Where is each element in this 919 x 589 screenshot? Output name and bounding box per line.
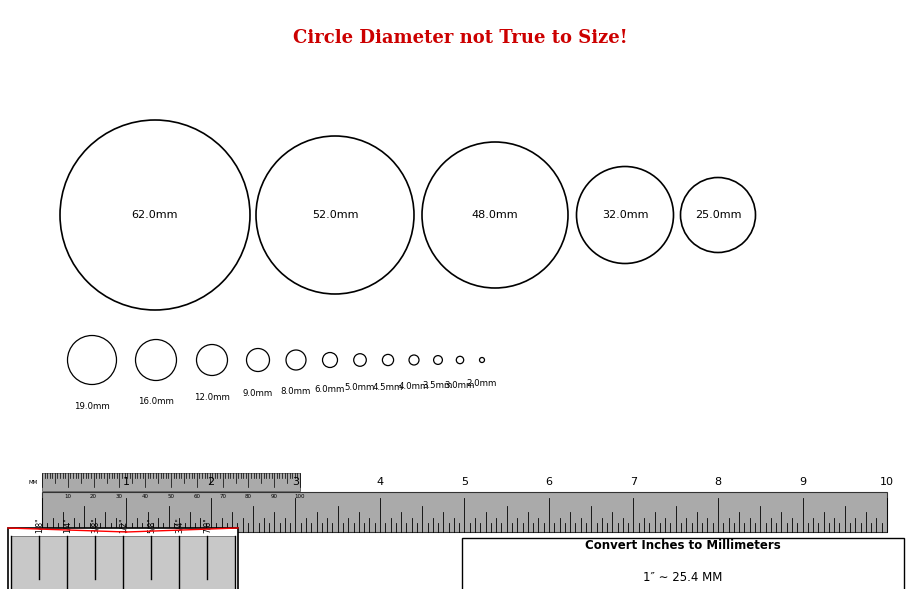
- Bar: [11, 536, 234, 589]
- Text: 25.0mm: 25.0mm: [694, 210, 741, 220]
- Text: 10: 10: [64, 494, 72, 499]
- Text: 4.0mm: 4.0mm: [398, 382, 429, 391]
- Text: 16.0mm: 16.0mm: [138, 398, 174, 406]
- Text: 62.0mm: 62.0mm: [131, 210, 178, 220]
- Text: 9: 9: [798, 477, 805, 487]
- Text: 5.0mm: 5.0mm: [345, 383, 375, 392]
- Text: 19.0mm: 19.0mm: [74, 402, 109, 411]
- Text: 6: 6: [545, 477, 552, 487]
- Text: 2: 2: [207, 477, 214, 487]
- Text: 70: 70: [219, 494, 226, 499]
- Text: 1/2": 1/2": [119, 517, 128, 533]
- Bar: [461, 538, 903, 589]
- Text: 30: 30: [116, 494, 123, 499]
- Text: 3: 3: [291, 477, 299, 487]
- Text: 1: 1: [123, 477, 130, 487]
- Text: 20: 20: [90, 494, 97, 499]
- Text: 5/8": 5/8": [146, 517, 155, 533]
- Text: Circle Diameter not True to Size!: Circle Diameter not True to Size!: [292, 29, 627, 47]
- Text: 5: 5: [460, 477, 468, 487]
- Text: 80: 80: [244, 494, 252, 499]
- Text: 60: 60: [193, 494, 200, 499]
- Text: 50: 50: [167, 494, 175, 499]
- Text: 3.0mm: 3.0mm: [444, 380, 475, 390]
- Text: 1″ ∼ 25.4 MM: 1″ ∼ 25.4 MM: [642, 571, 722, 584]
- Text: 3/8": 3/8": [90, 517, 99, 533]
- Text: 2.0mm: 2.0mm: [466, 379, 496, 389]
- Text: 12.0mm: 12.0mm: [194, 392, 230, 402]
- Text: 7: 7: [630, 477, 636, 487]
- Text: 4: 4: [376, 477, 383, 487]
- Text: 48.0mm: 48.0mm: [471, 210, 517, 220]
- Text: Convert Inches to Millimeters: Convert Inches to Millimeters: [584, 540, 780, 552]
- Bar: [8, 528, 238, 589]
- Text: 40: 40: [142, 494, 149, 499]
- Text: 6.0mm: 6.0mm: [314, 385, 345, 393]
- Text: 3/4": 3/4": [175, 517, 183, 533]
- Text: 7/8": 7/8": [202, 517, 211, 533]
- Text: 9.0mm: 9.0mm: [243, 389, 273, 398]
- Bar: [42, 473, 300, 491]
- Text: 52.0mm: 52.0mm: [312, 210, 357, 220]
- Text: 8.0mm: 8.0mm: [280, 387, 311, 396]
- Text: 10: 10: [879, 477, 893, 487]
- Text: 8: 8: [714, 477, 720, 487]
- Bar: [42, 492, 886, 532]
- Text: 1/8": 1/8": [35, 517, 43, 533]
- Text: 32.0mm: 32.0mm: [601, 210, 648, 220]
- Text: 90: 90: [270, 494, 278, 499]
- Text: MM: MM: [28, 479, 38, 485]
- Text: 4.5mm: 4.5mm: [372, 383, 403, 392]
- Text: 1/4": 1/4": [62, 517, 72, 533]
- Text: 3.5mm: 3.5mm: [423, 382, 453, 391]
- Text: 100: 100: [294, 494, 305, 499]
